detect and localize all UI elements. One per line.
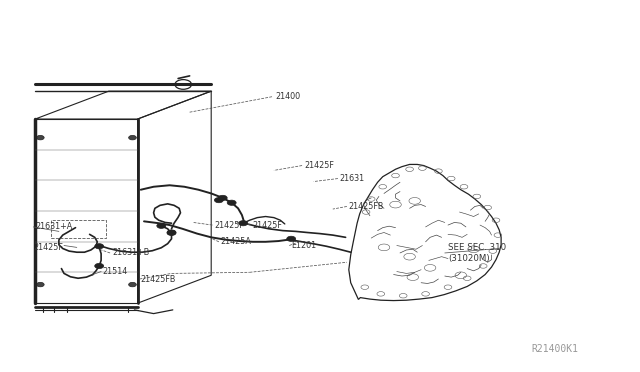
Text: 21514: 21514	[102, 267, 127, 276]
Text: 21425FB: 21425FB	[141, 275, 176, 283]
Text: 21425F: 21425F	[33, 243, 63, 252]
Circle shape	[157, 223, 166, 228]
Text: 21425F: 21425F	[253, 221, 283, 230]
Text: 21425A: 21425A	[221, 237, 252, 246]
Text: 21425F: 21425F	[304, 161, 334, 170]
Circle shape	[239, 221, 248, 226]
Text: 21631+A: 21631+A	[35, 222, 72, 231]
Text: SEE SEC. 310
(31020M): SEE SEC. 310 (31020M)	[448, 243, 506, 263]
Circle shape	[167, 230, 176, 235]
Circle shape	[287, 236, 296, 241]
Text: 21631+B: 21631+B	[112, 248, 149, 257]
Text: R21400K1: R21400K1	[531, 344, 578, 354]
Circle shape	[95, 263, 104, 269]
Circle shape	[36, 135, 44, 140]
Circle shape	[129, 135, 136, 140]
Circle shape	[129, 282, 136, 287]
Text: 21400: 21400	[275, 92, 300, 101]
Circle shape	[167, 230, 176, 235]
Circle shape	[36, 282, 44, 287]
Circle shape	[95, 244, 104, 249]
Text: 21425FB: 21425FB	[349, 202, 384, 211]
Text: 21631: 21631	[339, 174, 364, 183]
Text: 21425F: 21425F	[214, 221, 244, 230]
Text: E1201: E1201	[291, 241, 316, 250]
Circle shape	[218, 195, 227, 201]
Circle shape	[214, 198, 223, 203]
Circle shape	[227, 200, 236, 205]
